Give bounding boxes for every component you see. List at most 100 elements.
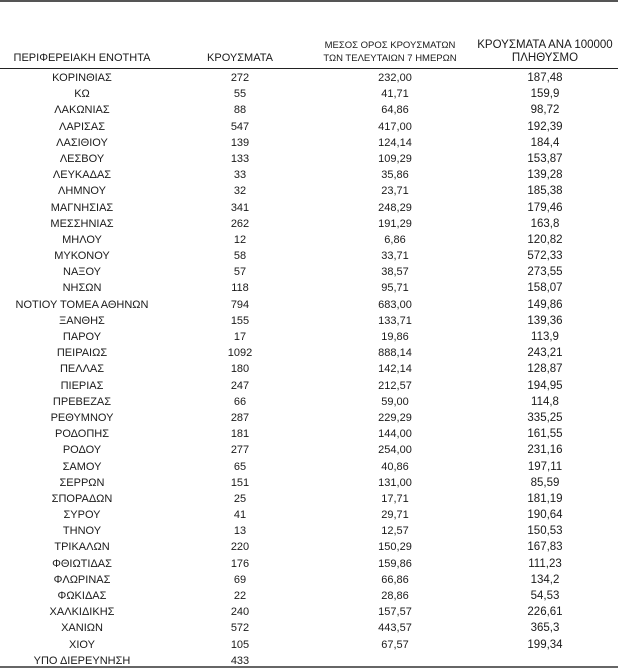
cases-cell: 69 bbox=[233, 573, 247, 586]
table-row: ΧΑΝΙΩΝ 572 443,57 365,3 bbox=[0, 620, 618, 636]
cases-cell: 155 bbox=[230, 314, 250, 327]
region-cell: ΚΟΡΙΝΘΙΑΣ bbox=[52, 72, 112, 84]
cases-cell: 277 bbox=[230, 444, 250, 457]
region-cell: ΡΟΔΟΥ bbox=[62, 444, 102, 457]
per100k-cell: 572,33 bbox=[527, 250, 563, 263]
avg7-cell: 109,29 bbox=[378, 152, 412, 165]
table-row: ΣΥΡΟΥ 41 29,71 190,64 bbox=[0, 507, 618, 523]
cases-cell: 13 bbox=[233, 525, 247, 538]
table-row: ΥΠΟ ΔΙΕΡΕΥΝΗΣΗ 433 bbox=[0, 653, 618, 669]
per100k-cell: 158,07 bbox=[527, 282, 563, 295]
table-row: ΛΑΚΩΝΙΑΣ 88 64,86 98,72 bbox=[0, 102, 618, 118]
avg7-cell: 248,29 bbox=[378, 201, 412, 214]
avg7-cell: 150,29 bbox=[378, 541, 412, 554]
table-row: ΠΕΙΡΑΙΩΣ 1092 888,14 243,21 bbox=[0, 345, 618, 361]
avg7-cell: 133,71 bbox=[378, 314, 412, 327]
region-cell: ΦΩΚΙΔΑΣ bbox=[57, 590, 107, 602]
header-region: ΠΕΡΙΦΕΡΕΙΑΚΗ ΕΝΟΤΗΤΑ bbox=[13, 52, 151, 64]
table-body: ΚΟΡΙΝΘΙΑΣ 272 232,00 187,48 ΚΩ 55 41,71 159,9 ΛΑ… bbox=[0, 70, 618, 669]
cases-cell: 433 bbox=[230, 654, 250, 667]
table-row: ΚΟΡΙΝΘΙΑΣ 272 232,00 187,48 bbox=[0, 70, 618, 86]
region-cell: ΛΑΣΙΘΙΟΥ bbox=[56, 136, 108, 149]
table-row: ΝΟΤΙΟΥ ΤΟΜΕΑ ΑΘΗΝΩΝ 794 683,00 149,86 bbox=[0, 297, 618, 313]
avg7-cell: 6,86 bbox=[384, 233, 406, 246]
avg7-cell: 131,00 bbox=[378, 476, 412, 489]
avg7-cell: 33,71 bbox=[381, 250, 409, 263]
cases-cell: 247 bbox=[230, 379, 250, 392]
per100k-cell: 184,4 bbox=[530, 136, 560, 149]
cases-cell: 151 bbox=[230, 476, 250, 489]
avg7-cell: 212,57 bbox=[378, 379, 412, 392]
avg7-cell: 888,14 bbox=[378, 347, 412, 360]
per100k-cell: 114,8 bbox=[531, 395, 559, 408]
avg7-cell: 12,57 bbox=[381, 525, 409, 538]
cases-cell: 180 bbox=[230, 363, 250, 376]
table-row: ΛΕΣΒΟΥ 133 109,29 153,87 bbox=[0, 151, 618, 167]
table-row: ΤΗΝΟΥ 13 12,57 150,53 bbox=[0, 523, 618, 539]
region-cell: ΠΕΛΛΑΣ bbox=[59, 363, 105, 376]
avg7-cell: 683,00 bbox=[378, 298, 412, 311]
table-row: ΝΑΞΟΥ 57 38,57 273,55 bbox=[0, 264, 618, 280]
region-cell: ΤΡΙΚΑΛΩΝ bbox=[54, 541, 110, 554]
avg7-cell: 38,57 bbox=[381, 266, 409, 279]
cases-cell: 66 bbox=[233, 395, 247, 408]
cases-cell: 88 bbox=[233, 104, 247, 117]
avg7-cell: 67,57 bbox=[381, 638, 409, 651]
region-cell: ΜΑΓΝΗΣΙΑΣ bbox=[50, 201, 114, 214]
cases-cell: 139 bbox=[230, 136, 250, 149]
cases-cell: 287 bbox=[230, 411, 250, 424]
table-row: ΜΕΣΣΗΝΙΑΣ 262 191,29 163,8 bbox=[0, 216, 618, 232]
cases-cell: 547 bbox=[230, 120, 250, 133]
region-cell: ΠΙΕΡΙΑΣ bbox=[60, 379, 104, 392]
cases-cell: 262 bbox=[230, 217, 250, 230]
table-row: ΣΠΟΡΑΔΩΝ 25 17,71 181,19 bbox=[0, 491, 618, 507]
table-header: ΠΕΡΙΦΕΡΕΙΑΚΗ ΕΝΟΤΗΤΑ ΚΡΟΥΣΜΑΤΑ ΜΕΣΟΣ ΟΡΟ… bbox=[0, 28, 618, 69]
avg7-cell: 159,86 bbox=[378, 557, 412, 570]
avg7-cell: 229,29 bbox=[378, 411, 412, 424]
table-row: ΞΑΝΘΗΣ 155 133,71 139,36 bbox=[0, 313, 618, 329]
cases-cell: 240 bbox=[230, 606, 250, 619]
per100k-cell: 128,87 bbox=[527, 363, 563, 376]
avg7-cell: 41,71 bbox=[381, 88, 409, 101]
table-row: ΜΑΓΝΗΣΙΑΣ 341 248,29 179,46 bbox=[0, 200, 618, 216]
avg7-cell: 232,00 bbox=[378, 72, 412, 84]
cases-cell: 794 bbox=[230, 298, 250, 311]
per100k-cell: 134,2 bbox=[530, 573, 560, 586]
header-avg7-line2: ΤΩΝ ΤΕΛΕΥΤΑΙΩΝ 7 ΗΜΕΡΩΝ bbox=[323, 53, 457, 64]
cases-cell: 41 bbox=[233, 509, 247, 522]
per100k-cell: 365,3 bbox=[530, 622, 560, 635]
avg7-cell: 142,14 bbox=[378, 363, 412, 376]
per100k-cell: 98,72 bbox=[530, 104, 560, 117]
region-cell: ΧΙΟΥ bbox=[69, 638, 95, 651]
per100k-cell: 153,87 bbox=[527, 152, 563, 165]
header-avg7: ΜΕΣΟΣ ΟΡΟΣ ΚΡΟΥΣΜΑΤΩΝ ΤΩΝ ΤΕΛΕΥΤΑΙΩΝ 7 Η… bbox=[305, 39, 475, 65]
table-row: ΧΑΛΚΙΔΙΚΗΣ 240 157,57 226,61 bbox=[0, 604, 618, 620]
per100k-cell: 190,64 bbox=[527, 509, 563, 522]
avg7-cell: 59,00 bbox=[381, 395, 409, 408]
header-avg7-line1: ΜΕΣΟΣ ΟΡΟΣ ΚΡΟΥΣΜΑΤΩΝ bbox=[324, 40, 456, 51]
region-cell: ΜΕΣΣΗΝΙΑΣ bbox=[50, 217, 114, 230]
per100k-cell: 113,9 bbox=[531, 331, 559, 343]
region-cell: ΧΑΛΚΙΔΙΚΗΣ bbox=[49, 606, 115, 619]
per100k-cell: 167,83 bbox=[527, 541, 563, 554]
table-row: ΛΕΥΚΑΔΑΣ 33 35,86 139,28 bbox=[0, 167, 618, 183]
per100k-cell: 226,61 bbox=[527, 606, 563, 619]
region-cell: ΚΩ bbox=[74, 88, 90, 101]
avg7-cell: 95,71 bbox=[381, 282, 409, 295]
cases-cell: 58 bbox=[233, 250, 247, 263]
region-cell: ΠΕΙΡΑΙΩΣ bbox=[56, 347, 108, 360]
table-row: ΚΩ 55 41,71 159,9 bbox=[0, 86, 618, 102]
region-cell: ΦΘΙΩΤΙΔΑΣ bbox=[52, 557, 112, 570]
avg7-cell: 443,57 bbox=[378, 622, 412, 635]
bottom-border bbox=[0, 666, 618, 668]
table-row: ΡΟΔΟΥ 277 254,00 231,16 bbox=[0, 442, 618, 458]
per100k-cell: 192,39 bbox=[527, 120, 563, 133]
per100k-cell: 185,38 bbox=[527, 185, 563, 198]
table-row: ΜΗΛΟΥ 12 6,86 120,82 bbox=[0, 232, 618, 248]
table-row: ΡΟΔΟΠΗΣ 181 144,00 161,55 bbox=[0, 426, 618, 442]
per100k-cell: 150,53 bbox=[527, 525, 563, 538]
cases-cell: 341 bbox=[230, 201, 250, 214]
table-row: ΧΙΟΥ 105 67,57 199,34 bbox=[0, 637, 618, 653]
avg7-cell: 124,14 bbox=[378, 136, 412, 149]
cases-cell: 105 bbox=[230, 638, 250, 651]
